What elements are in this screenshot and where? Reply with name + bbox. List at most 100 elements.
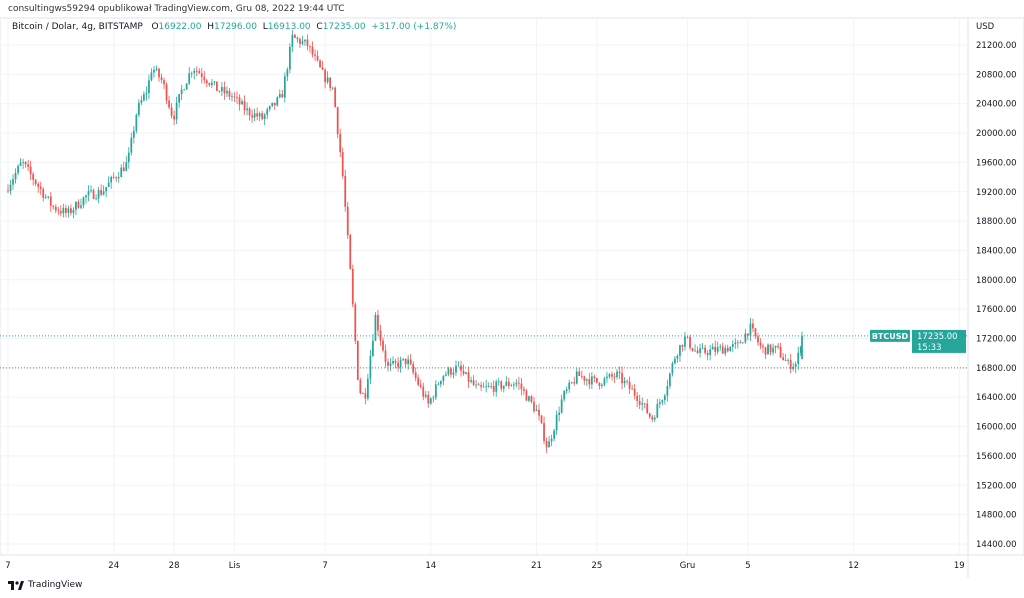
time-tick-label: Gru — [680, 561, 695, 571]
candle-body — [613, 376, 616, 378]
candle-body — [450, 368, 452, 375]
price-tick-label: 18400.00 — [976, 246, 1017, 256]
candle-body — [165, 84, 168, 101]
candle-body — [115, 177, 118, 179]
candle-body — [233, 96, 236, 98]
candle-body — [523, 388, 525, 391]
candle-body — [52, 205, 55, 207]
candle-body — [643, 403, 646, 405]
candle-body — [455, 365, 457, 373]
candle-body — [39, 186, 42, 189]
candle-body — [27, 164, 30, 167]
candle-body — [507, 381, 510, 387]
candle-body — [739, 342, 742, 344]
candle-body — [492, 386, 495, 392]
candle-body — [226, 90, 228, 94]
candle-body — [560, 399, 563, 413]
candle-body — [364, 393, 367, 399]
candle-body — [694, 350, 696, 352]
time-tick-label: 21 — [531, 561, 542, 571]
candle-body — [445, 374, 447, 376]
candle-body — [709, 349, 712, 355]
candle-body — [29, 166, 32, 175]
candle-body — [661, 400, 664, 403]
tradingview-logo-icon — [8, 580, 24, 590]
price-tick-label: 15200.00 — [976, 481, 1017, 491]
candle-body — [472, 380, 475, 385]
candle-body — [731, 344, 734, 347]
candle-body — [502, 385, 505, 389]
candle-body — [394, 360, 397, 363]
candle-body — [754, 328, 757, 337]
candle-body — [540, 415, 543, 423]
publisher-line: consultingws59294 opublikował TradingVie… — [8, 4, 345, 14]
candle-body — [636, 395, 639, 401]
candle-body — [759, 342, 762, 346]
candle-body — [143, 94, 145, 101]
high-label: H — [207, 22, 214, 32]
candle-countdown: 15:33 — [917, 343, 942, 353]
candle-body — [299, 38, 301, 44]
candle-body — [744, 333, 747, 343]
candle-body — [658, 402, 661, 405]
candle-body — [628, 381, 631, 389]
price-tick-label: 17200.00 — [976, 335, 1017, 345]
candle-body — [792, 366, 795, 369]
candle-body — [598, 382, 601, 386]
candle-body — [231, 96, 233, 98]
candle-body — [653, 417, 656, 420]
candle-body — [90, 190, 92, 192]
candle-body — [180, 89, 183, 95]
candle-body — [329, 77, 332, 88]
candle-body — [432, 397, 435, 399]
candle-body — [465, 372, 467, 374]
candle-body — [57, 210, 60, 212]
candle-body — [276, 97, 279, 106]
candle-body — [684, 336, 686, 347]
candle-body — [306, 39, 309, 46]
candle-body — [711, 346, 714, 350]
candle-body — [782, 357, 785, 361]
price-tick-label: 16000.00 — [976, 423, 1017, 433]
low-value: 16913.00 — [267, 22, 311, 32]
candle-body — [379, 330, 382, 341]
candle-body — [583, 376, 586, 381]
candle-body — [382, 340, 384, 351]
candle-body — [757, 336, 759, 343]
price-tick-label: 18000.00 — [976, 276, 1017, 286]
candle-body — [417, 377, 420, 385]
candle-body — [316, 55, 319, 61]
candle-body — [140, 100, 143, 103]
candle-body — [288, 46, 291, 70]
candle-body — [515, 382, 518, 385]
candle-body — [200, 73, 203, 78]
chart-legend: Bitcoin / Dolar, 4g, BITSTAMP O16922.00 … — [12, 22, 456, 32]
candle-body — [482, 386, 485, 388]
candle-body — [304, 39, 306, 42]
candle-body — [603, 378, 606, 385]
candle-body — [377, 315, 379, 331]
candle-body — [565, 389, 568, 392]
candle-body — [452, 372, 455, 375]
candle-body — [278, 94, 281, 98]
candle-body — [399, 359, 402, 368]
open-label: O — [151, 22, 159, 32]
candle-body — [550, 438, 553, 442]
candle-body — [580, 375, 583, 377]
candle-body — [100, 190, 102, 195]
candle-body — [588, 379, 591, 385]
symbol-badge — [870, 329, 910, 342]
tradingview-logo[interactable]: TradingView — [8, 580, 82, 590]
candle-body — [228, 90, 231, 97]
candle-body — [32, 174, 35, 180]
candle-body — [414, 372, 417, 378]
candle-body — [530, 396, 533, 402]
candle-body — [593, 376, 596, 378]
candle-body — [568, 382, 571, 390]
candle-body — [621, 372, 623, 384]
candle-body — [102, 191, 105, 195]
current-price-text: 17235.00 — [917, 332, 958, 342]
candle-body — [208, 83, 211, 86]
candle-body — [429, 398, 432, 404]
